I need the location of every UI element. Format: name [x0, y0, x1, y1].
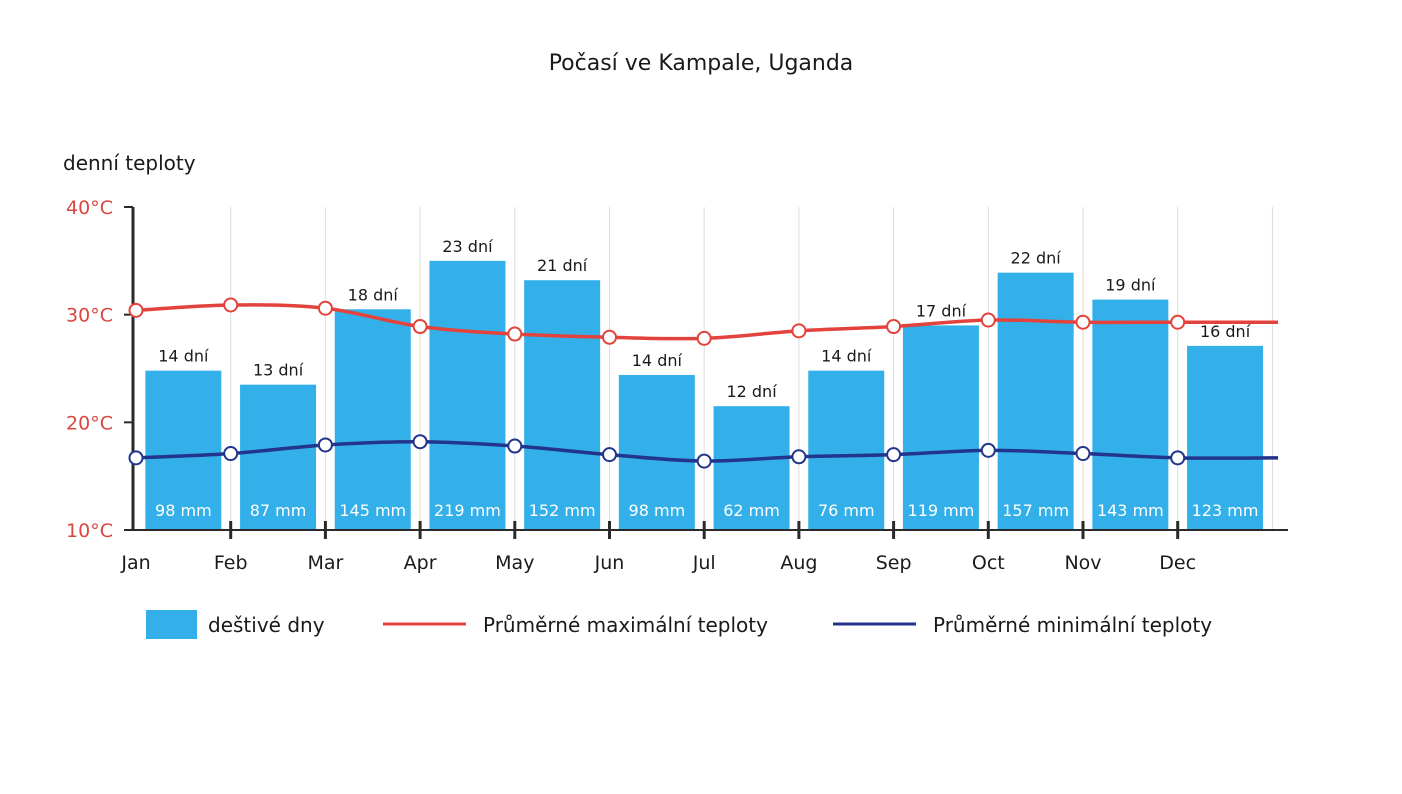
min-temp-point [507, 438, 523, 454]
x-tick-label: Feb [214, 552, 248, 574]
rain-day-label: 14 dní [821, 347, 872, 366]
rain-day-label: 13 dní [253, 361, 304, 380]
min-temp-point [791, 449, 807, 465]
rain-day-bar [429, 260, 506, 530]
precipitation-label: 98 mm [155, 501, 212, 520]
min-temp-point [696, 453, 712, 469]
min-temp-point [602, 447, 617, 463]
max-temp-point [223, 297, 239, 313]
precipitation-label: 157 mm [1002, 501, 1069, 520]
precipitation-label: 145 mm [339, 501, 406, 520]
min-temp-point [317, 437, 333, 453]
legend-swatch-rain-days [146, 610, 197, 639]
legend: deštivé dny Průměrné maximální teploty P… [146, 610, 1212, 639]
precipitation-label: 152 mm [529, 501, 596, 520]
y-axis-label: denní teploty [63, 151, 196, 175]
x-tick-label: Dec [1159, 552, 1196, 574]
x-tick-label: Aug [780, 552, 817, 574]
rain-day-label: 22 dní [1011, 249, 1062, 268]
rain-day-label: 14 dní [632, 351, 683, 370]
precipitation-label: 119 mm [908, 501, 975, 520]
min-temp-point [223, 446, 239, 462]
legend-label-max-temp: Průměrné maximální teploty [483, 613, 768, 637]
x-tick-label: Oct [972, 552, 1005, 574]
min-temp-point [128, 450, 144, 466]
rain-day-bars: 14 dní 98 mm 13 dní 87 mm 18 dní 145 mm 23 dní… [145, 237, 1264, 530]
x-tick-label: Jun [594, 552, 625, 574]
min-temp-point [1170, 450, 1186, 466]
rain-day-bar [713, 406, 790, 530]
rain-day-bar [524, 280, 601, 530]
rain-day-label: 12 dní [726, 382, 777, 401]
precipitation-label: 219 mm [434, 501, 501, 520]
max-temp-point [412, 319, 428, 335]
precipitation-label: 62 mm [723, 501, 780, 520]
y-tick-label: 10°C [66, 520, 113, 542]
chart-title: Počasí ve Kampale, Uganda [549, 51, 854, 76]
x-tick-label: Apr [404, 552, 437, 574]
max-temp-point [696, 330, 712, 346]
rain-day-bar [808, 370, 885, 530]
max-temp-point [1170, 314, 1186, 330]
legend-label-min-temp: Průměrné minimální teploty [933, 613, 1212, 637]
y-ticks: 40°C 30°C 20°C 10°C [66, 197, 133, 542]
rain-day-bar [240, 384, 317, 530]
x-tick-label: Nov [1064, 552, 1101, 574]
min-temp-point [1075, 446, 1091, 462]
max-temp-point [1075, 314, 1091, 330]
rain-day-label: 19 dní [1105, 276, 1156, 295]
precipitation-label: 87 mm [250, 501, 307, 520]
max-temp-point [507, 326, 523, 342]
precipitation-label: 123 mm [1192, 501, 1259, 520]
precipitation-label: 143 mm [1097, 501, 1164, 520]
x-tick-label: Jan [120, 552, 150, 574]
precipitation-label: 98 mm [629, 501, 686, 520]
rain-day-bar [997, 272, 1074, 530]
rain-day-label: 18 dní [348, 285, 399, 304]
temperature-lines [128, 297, 1279, 469]
max-temp-point [128, 302, 144, 318]
rain-day-label: 17 dní [916, 301, 967, 320]
y-tick-label: 20°C [66, 412, 113, 434]
precipitation-label: 76 mm [818, 501, 875, 520]
min-temp-point [886, 447, 902, 463]
max-temp-point [317, 300, 333, 316]
rain-day-bar [618, 374, 695, 530]
legend-label-rain-days: deštivé dny [208, 613, 325, 637]
rain-day-label: 16 dní [1200, 322, 1251, 341]
rain-day-label: 14 dní [158, 347, 209, 366]
rain-day-label: 23 dní [442, 237, 493, 256]
max-temp-point [791, 323, 807, 339]
max-temp-point [602, 329, 617, 345]
max-temp-point [886, 319, 902, 335]
x-tick-label: Jul [692, 552, 716, 574]
rain-day-bar [1187, 345, 1264, 530]
min-temp-point [980, 442, 996, 458]
x-ticks: Jan Feb Mar Apr May Jun Jul Aug Sep Oct Nov Dec [120, 521, 1196, 574]
min-temp-point [412, 434, 428, 450]
x-tick-label: May [495, 552, 534, 574]
rain-day-bar [902, 325, 979, 530]
x-tick-label: Mar [307, 552, 343, 574]
rain-day-bar [334, 309, 411, 530]
max-temp-point [980, 312, 996, 328]
y-tick-label: 40°C [66, 197, 113, 219]
x-tick-label: Sep [876, 552, 912, 574]
y-tick-label: 30°C [66, 305, 113, 327]
grid-lines [230, 207, 1273, 530]
rain-day-label: 21 dní [537, 256, 588, 275]
rain-day-bar [145, 370, 222, 530]
rain-day-bar [1092, 299, 1169, 530]
